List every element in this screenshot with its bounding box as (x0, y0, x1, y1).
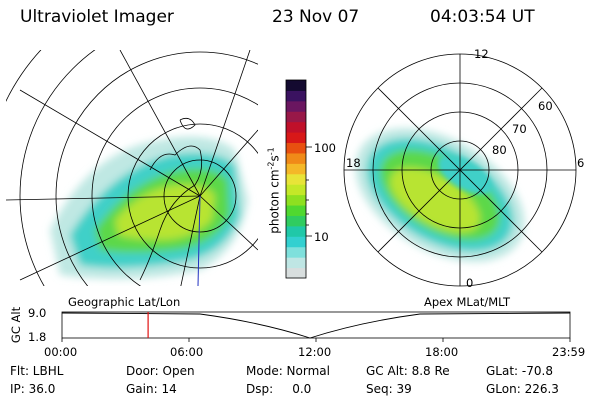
filter-info: Flt: LBHL (10, 364, 64, 378)
colorbar-segment (286, 194, 306, 206)
door-info: Door: Open (126, 364, 195, 378)
lat-label-70: 70 (512, 122, 527, 136)
colorbar-segment (286, 225, 306, 237)
geographic-map (6, 50, 258, 286)
colorbar (286, 80, 306, 279)
colorbar-unit: photon cm-2s-1 (267, 141, 282, 241)
lat-label-80: 80 (492, 143, 507, 157)
time-label: 04:03:54 UT (430, 7, 535, 27)
x-tick-0600: 06:00 (170, 345, 204, 359)
mlt-label-18: 18 (346, 156, 361, 170)
colorbar-segment (286, 121, 306, 133)
polar-map (343, 53, 577, 287)
timeline-plot (61, 311, 571, 342)
colorbar-tick-100: 100 (314, 141, 336, 155)
mlt-label-6: 6 (577, 156, 585, 170)
instrument-title: Ultraviolet Imager (20, 7, 174, 27)
seq-info: Seq: 39 (366, 382, 412, 396)
x-tick-1200: 12:00 (298, 345, 332, 359)
mlt-label-12: 12 (474, 47, 489, 61)
mlt-label-0: 0 (466, 276, 474, 290)
colorbar-segment (286, 246, 306, 258)
colorbar-segment (286, 132, 306, 144)
colorbar-segment (286, 205, 306, 216)
glon-info: GLon: 226.3 (486, 382, 559, 396)
x-tick-1800: 18:00 (425, 345, 459, 359)
glat-info: GLat: -70.8 (486, 364, 553, 378)
colorbar-segment (286, 152, 306, 164)
lat-label-60: 60 (538, 99, 553, 113)
unit-s: s (267, 155, 282, 162)
colorbar-segment (286, 236, 306, 248)
y-tick-bottom: 1.8 (28, 330, 47, 344)
date-label: 23 Nov 07 (272, 7, 360, 27)
colorbar-segment (286, 142, 306, 154)
ip-info: IP: 36.0 (10, 382, 56, 396)
colorbar-segment (286, 163, 306, 175)
gc-alt-info: GC Alt: 8.8 Re (366, 364, 450, 378)
geographic-caption: Geographic Lat/Lon (68, 295, 181, 309)
colorbar-segment (286, 90, 306, 102)
colorbar-segment (286, 257, 306, 269)
colorbar-segment (286, 173, 306, 185)
colorbar-segment (286, 267, 306, 279)
colorbar-segment (286, 184, 306, 196)
mode-info: Mode: Normal (246, 364, 330, 378)
gain-info: Gain: 14 (126, 382, 177, 396)
x-tick-2359: 23:59 (552, 345, 586, 359)
colorbar-segment (286, 215, 306, 227)
dsp-info: Dsp: 0.0 (246, 382, 312, 396)
unit-text: photon cm (267, 169, 282, 234)
apex-caption: Apex MLat/MLT (424, 295, 511, 309)
colorbar-segment (286, 80, 306, 91)
x-tick-0000: 00:00 (44, 345, 78, 359)
gc-alt-axis-label: GC Alt (9, 306, 23, 344)
unit-exp1: -2 (266, 161, 276, 170)
y-tick-top: 9.0 (28, 306, 47, 320)
colorbar-segment (286, 111, 306, 123)
colorbar-segment (286, 100, 306, 112)
unit-exp2: -1 (266, 147, 276, 156)
colorbar-tick-10: 10 (314, 230, 329, 244)
